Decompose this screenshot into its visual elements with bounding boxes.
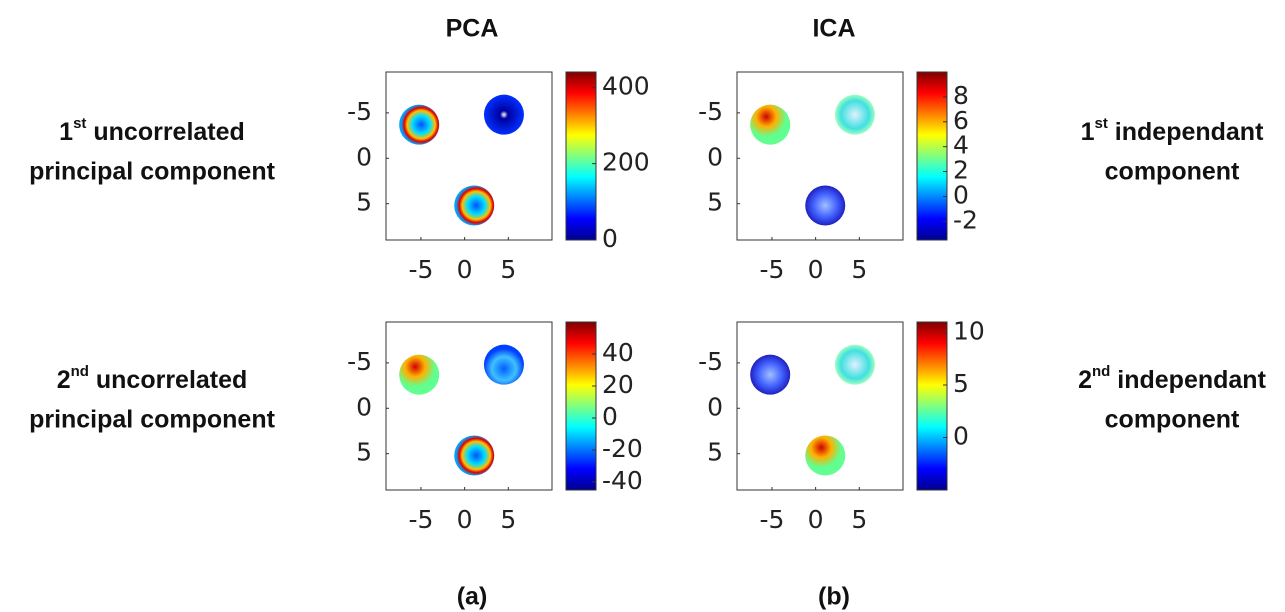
image-blob	[834, 344, 875, 385]
colorbar-tick-label: 0	[602, 402, 618, 431]
colorbar-tick-label: -40	[602, 466, 643, 495]
row-label: 1st independant	[1081, 115, 1264, 146]
panel-label: (a)	[457, 583, 488, 611]
colorbar-tick-label: 6	[953, 106, 969, 135]
colorbar-tick-label: 2	[953, 156, 969, 185]
row-label: component	[1105, 158, 1240, 186]
row-label: 2nd independant	[1078, 363, 1266, 394]
colorbar-tick-label: -2	[953, 205, 978, 234]
image-blob	[750, 104, 791, 145]
colorbar-tick-label: 5	[953, 369, 969, 398]
x-tick-label: -5	[759, 255, 784, 284]
image-blob	[805, 435, 846, 476]
colorbar-tick-label: 8	[953, 81, 969, 110]
y-tick-label: 0	[356, 392, 372, 421]
space	[89, 366, 96, 394]
x-tick-label: -5	[408, 505, 433, 534]
image-blob	[483, 344, 524, 385]
y-tick-label: 0	[707, 142, 723, 171]
colorbar	[916, 321, 948, 491]
panel-label: (b)	[818, 583, 850, 611]
y-tick-label: 0	[707, 392, 723, 421]
x-tick-label: -5	[408, 255, 433, 284]
colorbar	[565, 321, 597, 491]
x-tick-label: 5	[500, 505, 516, 534]
x-tick-label: 0	[457, 505, 473, 534]
image-blob	[834, 94, 875, 135]
y-tick-label: 5	[356, 438, 372, 467]
colorbar-tick-label: 400	[602, 71, 650, 100]
colorbar-tick-label: 0	[953, 180, 969, 209]
row-label: principal component	[29, 406, 276, 434]
x-tick-label: 0	[808, 505, 824, 534]
image-blob	[454, 435, 495, 476]
ordinal-suffix: st	[73, 115, 86, 132]
colorbar-tick-label: 40	[602, 338, 634, 367]
row-label: principal component	[29, 158, 276, 186]
y-tick-label: 5	[707, 438, 723, 467]
space	[1108, 118, 1115, 146]
plot-frame	[385, 71, 553, 241]
y-tick-label: 5	[356, 188, 372, 217]
plot-frame	[736, 321, 904, 491]
label-line: independant	[1117, 366, 1266, 394]
ordinal: 1	[1081, 118, 1095, 146]
plot-frame	[385, 321, 553, 491]
space	[86, 118, 93, 146]
image-blob	[483, 94, 524, 135]
ordinal-suffix: nd	[1092, 363, 1110, 380]
label-line: uncorrelated	[96, 366, 247, 394]
y-tick-label: -5	[698, 347, 723, 376]
y-tick-label: 5	[707, 188, 723, 217]
space	[1110, 366, 1117, 394]
colorbar-tick-label: 10	[953, 317, 985, 346]
colorbar-tick-label: 4	[953, 131, 969, 160]
image-blob	[805, 185, 846, 226]
colorbar	[565, 71, 597, 241]
label-line: uncorrelated	[93, 118, 244, 146]
colorbar-tick-label: -20	[602, 434, 643, 463]
colorbar-tick-label: 0	[602, 224, 618, 253]
x-tick-label: 5	[851, 255, 867, 284]
ordinal-suffix: nd	[71, 363, 89, 380]
column-title: PCA	[446, 15, 499, 43]
colorbar-tick-label: 200	[602, 148, 650, 177]
image-blob	[454, 185, 495, 226]
x-tick-label: 5	[851, 505, 867, 534]
x-tick-label: -5	[759, 505, 784, 534]
plot-frame	[736, 71, 904, 241]
ordinal: 1	[59, 118, 73, 146]
ordinal: 2	[57, 366, 71, 394]
colorbar-tick-label: 20	[602, 370, 634, 399]
image-blob	[399, 104, 440, 145]
image-blob	[750, 354, 791, 395]
y-tick-label: 0	[356, 142, 372, 171]
image-blob	[399, 354, 440, 395]
label-line: independant	[1115, 118, 1264, 146]
column-title: ICA	[812, 15, 855, 43]
colorbar	[916, 71, 948, 241]
ordinal-suffix: st	[1095, 115, 1108, 132]
y-tick-label: -5	[347, 347, 372, 376]
ordinal: 2	[1078, 366, 1092, 394]
row-label: component	[1105, 406, 1240, 434]
colorbar-tick-label: 0	[953, 422, 969, 451]
y-tick-label: -5	[698, 97, 723, 126]
row-label: 2nd uncorrelated	[57, 363, 248, 394]
x-tick-label: 0	[808, 255, 824, 284]
row-label: 1st uncorrelated	[59, 115, 245, 146]
x-tick-label: 0	[457, 255, 473, 284]
y-tick-label: -5	[347, 97, 372, 126]
x-tick-label: 5	[500, 255, 516, 284]
